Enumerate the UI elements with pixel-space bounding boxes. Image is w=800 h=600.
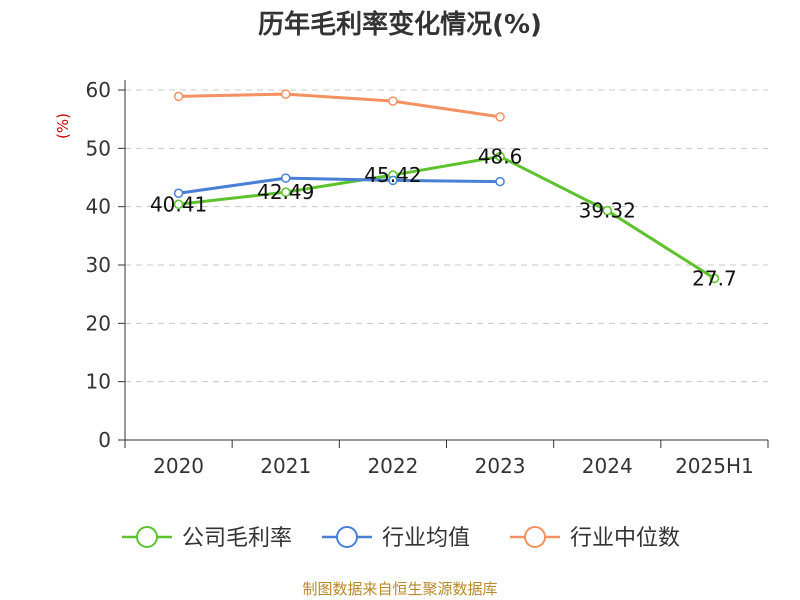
- data-label: 39.32: [579, 199, 636, 223]
- data-labels: 40.41 42.49 45.42 48.6 39.32 27.7: [150, 145, 737, 291]
- legend: 公司毛利率 行业均值 行业中位数: [122, 526, 680, 551]
- legend-item-2[interactable]: 行业中位数: [510, 526, 680, 551]
- data-point[interactable]: [495, 151, 505, 162]
- data-point[interactable]: [495, 176, 505, 187]
- legend-item-1[interactable]: 行业均值: [322, 526, 470, 551]
- data-label: 40.41: [150, 192, 207, 216]
- chart-title: 历年毛利率变化情况(%): [258, 10, 542, 40]
- series-line-2: [178, 92, 501, 119]
- data-point[interactable]: [281, 187, 291, 197]
- x-tick-label: 2025H1: [675, 454, 754, 478]
- legend-marker: [524, 526, 546, 548]
- axes: 0 10 20 30 40 50 60 2020 2021 2022 2023 2024 2025H1: [86, 78, 769, 478]
- y-tick-label: 50: [86, 136, 111, 160]
- x-tick-label: 2024: [582, 454, 633, 478]
- data-label: 42.49: [257, 180, 314, 204]
- x-tick-label: 2020: [153, 454, 204, 478]
- data-point[interactable]: [388, 96, 398, 106]
- series-line-0: [178, 155, 716, 280]
- grid-lines: [125, 89, 768, 383]
- y-tick-label: 0: [98, 428, 111, 452]
- data-point[interactable]: [173, 188, 184, 198]
- data-point[interactable]: [602, 205, 612, 216]
- data-point[interactable]: [709, 273, 720, 284]
- legend-label: 行业中位数: [570, 526, 680, 551]
- x-tick-label: 2021: [260, 454, 311, 478]
- data-point[interactable]: [281, 173, 291, 183]
- data-point[interactable]: [388, 175, 398, 186]
- data-point[interactable]: [173, 91, 184, 102]
- y-tick-label: 20: [86, 311, 111, 335]
- y-tick-label: 30: [86, 253, 111, 277]
- y-tick-label: 10: [86, 370, 111, 394]
- legend-label: 行业均值: [382, 526, 470, 551]
- data-label: 48.6: [478, 145, 523, 169]
- data-point[interactable]: [495, 112, 505, 122]
- y-tick-label: 60: [86, 78, 111, 102]
- x-tick-label: 2023: [475, 454, 526, 478]
- data-point[interactable]: [173, 199, 184, 210]
- legend-item-0[interactable]: 公司毛利率: [122, 526, 292, 551]
- data-label: 27.7: [692, 266, 737, 290]
- legend-marker: [336, 526, 358, 548]
- series-line-1: [178, 176, 501, 195]
- source-note: 制图数据来自恒生聚源数据库: [302, 580, 498, 598]
- legend-label: 公司毛利率: [182, 526, 292, 551]
- y-tick-label: 40: [86, 195, 111, 219]
- series: [173, 89, 720, 284]
- data-point[interactable]: [281, 89, 291, 99]
- x-tick-label: 2022: [367, 454, 418, 478]
- legend-marker: [136, 526, 158, 548]
- y-axis-label: (%): [54, 113, 72, 139]
- data-label: 45.42: [364, 163, 421, 187]
